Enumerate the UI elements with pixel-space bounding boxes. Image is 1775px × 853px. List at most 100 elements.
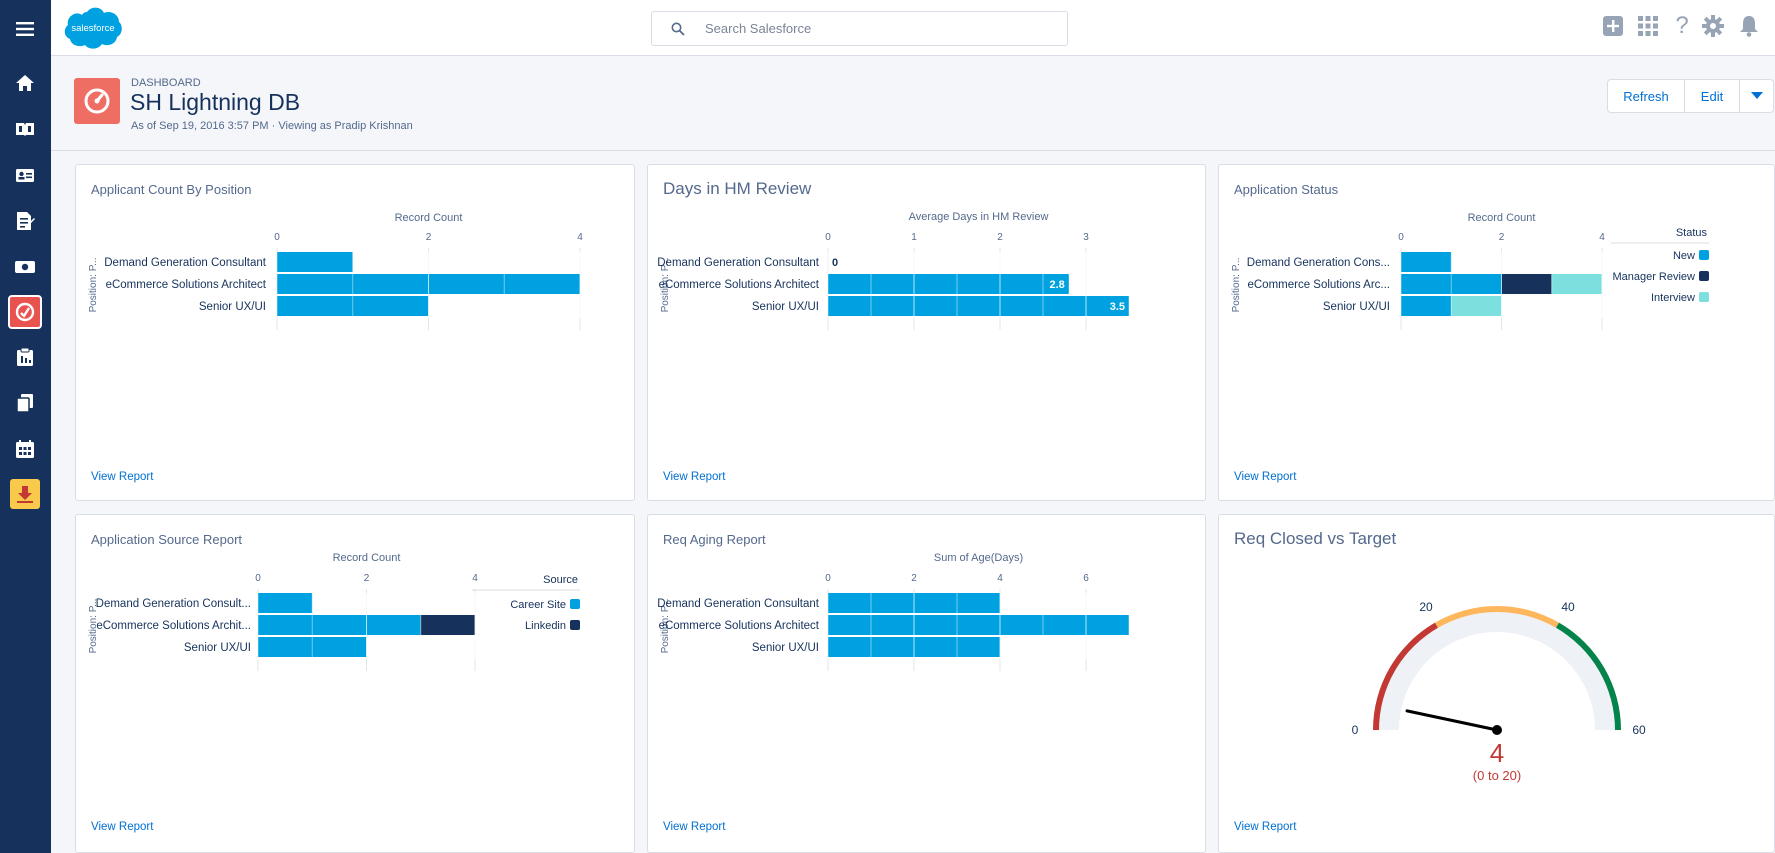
legend-title: Status	[1676, 227, 1708, 239]
bar	[1401, 274, 1502, 294]
files-icon[interactable]	[10, 388, 40, 418]
widget-req-aging-report: Req Aging Report Sum of Age(Days) 0 2 4 6 Pos…	[647, 514, 1206, 853]
widget-title: Req Closed vs Target	[1234, 529, 1397, 548]
gauge-range-label: (0 to 20)	[1473, 768, 1521, 783]
bell-icon[interactable]	[1737, 14, 1761, 38]
x-tick-label: 0	[274, 232, 280, 243]
widget-days-in-hm-review: Days in HM Review Average Days in HM Rev…	[647, 164, 1206, 501]
widget-applicant-count-by-position: Applicant Count By Position Record Count…	[75, 164, 635, 501]
gauge-band	[1435, 606, 1559, 628]
bar-chart: Sum of Age(Days) 0 2 4 6 Position: P...Demand…	[657, 552, 1130, 671]
global-search-input[interactable]: Search Salesforce	[651, 11, 1068, 46]
widget-title: Application Status	[1234, 182, 1339, 197]
help-icon[interactable]: ?	[1675, 12, 1689, 39]
x-tick-label: 2	[911, 573, 917, 584]
view-report-link[interactable]: View Report	[663, 471, 726, 483]
bar	[1401, 296, 1452, 316]
x-tick-label: 4	[472, 573, 478, 584]
y-category-label: eCommerce Solutions Arc...	[1247, 279, 1390, 291]
x-tick-label: 0	[825, 232, 831, 243]
chevron-down-icon	[1750, 92, 1763, 99]
report-icon[interactable]	[10, 206, 40, 236]
home-icon[interactable]	[10, 68, 40, 98]
more-actions-button[interactable]	[1740, 80, 1773, 112]
bar	[1501, 274, 1552, 294]
legend-entry-label: Manager Review	[1612, 271, 1695, 283]
setup-gear-icon[interactable]	[1701, 14, 1725, 38]
x-tick-label: 2	[364, 573, 370, 584]
legend-entry-label: Linkedin	[525, 620, 566, 632]
header-button-group: Refresh Edit	[1607, 79, 1774, 113]
legend-entry-label: New	[1673, 250, 1695, 262]
widget-req-closed-vs-target: Req Closed vs Target 0 20 40 60 4 (0 to 20) V…	[1218, 514, 1775, 853]
gauge-chart: 0 20 40 60 4(0 to 20)	[1352, 600, 1646, 783]
y-category-label: Demand Generation Consultant	[104, 257, 267, 269]
x-tick-label: 4	[997, 573, 1003, 584]
refresh-button[interactable]: Refresh	[1608, 80, 1685, 112]
gauge-needle	[1405, 709, 1499, 732]
view-report-link[interactable]: View Report	[1234, 821, 1297, 833]
money-icon[interactable]	[10, 252, 40, 282]
search-placeholder: Search Salesforce	[705, 21, 812, 36]
global-header: salesforce Search Salesforce ?	[51, 0, 1775, 56]
y-category-label: eCommerce Solutions Architect	[106, 279, 267, 291]
bar	[258, 593, 313, 613]
legend-entry-label: Interview	[1651, 292, 1695, 304]
legend-title: Source	[543, 574, 578, 586]
record-type-label: DASHBOARD	[131, 77, 201, 89]
page-title: SH Lightning DB	[130, 89, 301, 115]
legend-swatch	[1699, 250, 1709, 260]
x-tick-label: 0	[1398, 232, 1404, 243]
x-tick-label: 2	[1499, 232, 1505, 243]
legend-swatch	[1699, 292, 1709, 302]
y-category-label: eCommerce Solutions Archit...	[96, 620, 251, 632]
gauge-track	[1377, 610, 1617, 730]
x-axis-title: Record Count	[333, 552, 401, 564]
x-tick-label: 0	[825, 573, 831, 584]
download-icon[interactable]	[10, 479, 40, 509]
gauge-tick-label: 0	[1352, 723, 1359, 737]
page-subtitle: As of Sep 19, 2016 3:57 PM · Viewing as …	[131, 120, 413, 132]
x-tick-label: 2	[426, 232, 432, 243]
view-report-link[interactable]: View Report	[1234, 471, 1297, 483]
legend-entry-label: Career Site	[510, 599, 566, 611]
edit-button[interactable]: Edit	[1685, 80, 1740, 112]
gauge-value: 4	[1490, 738, 1504, 768]
widget-application-status: Application Status Record Count 0 2 4 Positi…	[1218, 164, 1775, 501]
gauge-band	[1373, 622, 1438, 730]
legend-swatch	[1699, 271, 1709, 281]
y-axis-title: Position: P...	[660, 258, 671, 313]
gauge-tick-label: 60	[1632, 723, 1646, 737]
view-report-link[interactable]: View Report	[91, 471, 154, 483]
view-report-link[interactable]: View Report	[91, 821, 154, 833]
widget-application-source-report: Application Source Report Record Count 0 2…	[75, 514, 635, 853]
search-icon	[671, 22, 685, 36]
app-launcher-icon[interactable]	[1636, 14, 1660, 38]
book-icon[interactable]	[10, 114, 40, 144]
clipboard-icon[interactable]	[10, 342, 40, 372]
data-label: 3.5	[1110, 301, 1125, 313]
add-icon[interactable]	[1601, 14, 1625, 38]
y-axis-title: Position: P...	[88, 599, 99, 654]
bar	[277, 296, 429, 316]
menu-icon[interactable]	[10, 14, 40, 44]
salesforce-logo[interactable]: salesforce	[61, 5, 125, 56]
x-tick-label: 4	[1599, 232, 1605, 243]
gauge-tick-label: 40	[1561, 600, 1575, 614]
widget-title: Applicant Count By Position	[91, 182, 252, 197]
view-report-link[interactable]: View Report	[663, 821, 726, 833]
x-axis-title: Record Count	[1468, 212, 1536, 224]
contact-card-icon[interactable]	[10, 160, 40, 190]
y-category-label: Demand Generation Consultant	[657, 257, 820, 269]
widget-title: Application Source Report	[91, 532, 243, 547]
y-category-label: Senior UX/UI	[752, 301, 819, 313]
x-tick-label: 0	[255, 573, 261, 584]
y-axis-title: Position: P...	[1231, 258, 1242, 313]
bar	[828, 274, 1069, 294]
x-axis-title: Sum of Age(Days)	[934, 552, 1023, 564]
calendar-icon[interactable]	[10, 434, 40, 464]
bar-chart: Record Count 0 2 4 Position: P... Demand Gene…	[88, 212, 583, 330]
dashboard-icon[interactable]	[8, 295, 42, 329]
